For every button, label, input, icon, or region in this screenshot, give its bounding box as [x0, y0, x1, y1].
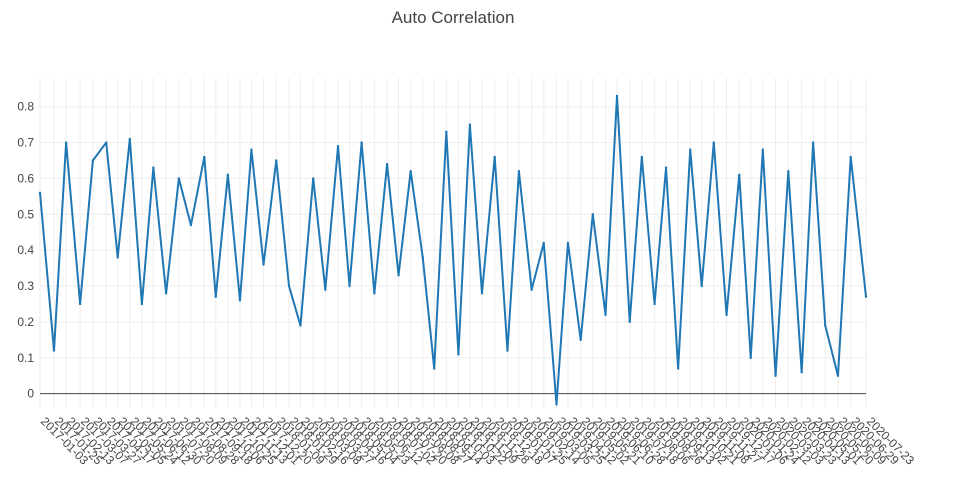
y-tick-label: 0 — [27, 387, 34, 401]
data-point — [664, 166, 668, 169]
data-point — [214, 295, 217, 299]
data-point — [421, 256, 424, 259]
data-point — [653, 302, 656, 306]
y-tick-label: 0.2 — [17, 315, 34, 329]
data-point — [91, 159, 95, 162]
data-point — [506, 349, 509, 352]
y-tick-label: 0.5 — [17, 207, 34, 221]
data-point — [397, 274, 400, 277]
y-tick-label: 0.6 — [17, 171, 34, 185]
data-point — [105, 141, 108, 144]
data-point — [52, 349, 56, 352]
data-point — [348, 284, 351, 288]
data-point — [615, 94, 619, 98]
data-point — [712, 141, 715, 144]
data-point — [312, 177, 315, 180]
data-point — [811, 141, 815, 144]
data-point — [226, 173, 230, 177]
data-point — [336, 144, 340, 148]
data-point — [250, 148, 253, 151]
data-point — [542, 241, 545, 245]
data-point — [849, 155, 852, 159]
series-group — [38, 94, 868, 406]
x-gridlines — [39, 78, 867, 408]
data-point — [78, 302, 82, 306]
data-point — [177, 177, 181, 180]
data-point — [836, 374, 840, 377]
y-tick-label: 0.3 — [17, 279, 34, 293]
data-point — [517, 170, 521, 173]
data-point — [275, 159, 278, 162]
data-point — [324, 288, 327, 291]
data-point — [189, 223, 193, 227]
y-tick-labels: 0 0.1 0.2 0.3 0.4 0.5 0.6 0.7 0.8 — [17, 100, 34, 401]
data-point — [689, 148, 692, 151]
data-point — [457, 352, 460, 356]
data-point — [152, 166, 155, 169]
data-point — [591, 213, 594, 216]
data-point — [385, 162, 389, 166]
data-point — [676, 367, 680, 370]
data-point — [128, 137, 131, 141]
y-tick-label: 0.1 — [17, 351, 34, 365]
data-point — [360, 141, 363, 144]
data-point — [530, 288, 533, 291]
data-point — [604, 313, 607, 316]
data-point — [824, 324, 827, 327]
data-point — [749, 356, 752, 359]
data-point — [409, 170, 412, 173]
data-point — [38, 191, 42, 194]
chart-title: Auto Correlation — [391, 8, 515, 27]
data-point — [555, 403, 558, 406]
data-point — [579, 338, 582, 342]
data-point — [433, 367, 436, 370]
data-point — [493, 155, 496, 159]
x-tick-labels: 2017-01-032017-01-252017-02-132017-03-07… — [38, 414, 918, 468]
data-point — [864, 295, 868, 299]
data-point — [445, 130, 448, 134]
data-point — [373, 292, 376, 295]
y-tick-label: 0.7 — [17, 136, 34, 150]
y-tick-label: 0.4 — [17, 243, 34, 257]
data-point — [800, 370, 803, 374]
data-point — [203, 155, 206, 159]
data-point — [761, 148, 765, 151]
data-point — [140, 302, 144, 306]
data-point — [116, 256, 119, 259]
series-line — [39, 94, 867, 406]
data-point — [628, 320, 631, 324]
data-point — [287, 284, 291, 288]
data-point — [725, 313, 728, 316]
data-point — [480, 292, 484, 295]
data-point — [64, 141, 68, 144]
data-point — [468, 123, 472, 126]
data-point — [738, 173, 741, 177]
data-point — [262, 263, 265, 266]
data-point — [299, 324, 302, 327]
data-point — [774, 374, 777, 377]
data-point — [566, 241, 570, 245]
data-point — [787, 170, 790, 173]
data-point — [700, 284, 703, 288]
data-point — [238, 299, 242, 302]
data-point — [164, 292, 168, 295]
y-tick-label: 0.8 — [17, 100, 34, 114]
data-point — [640, 155, 644, 159]
